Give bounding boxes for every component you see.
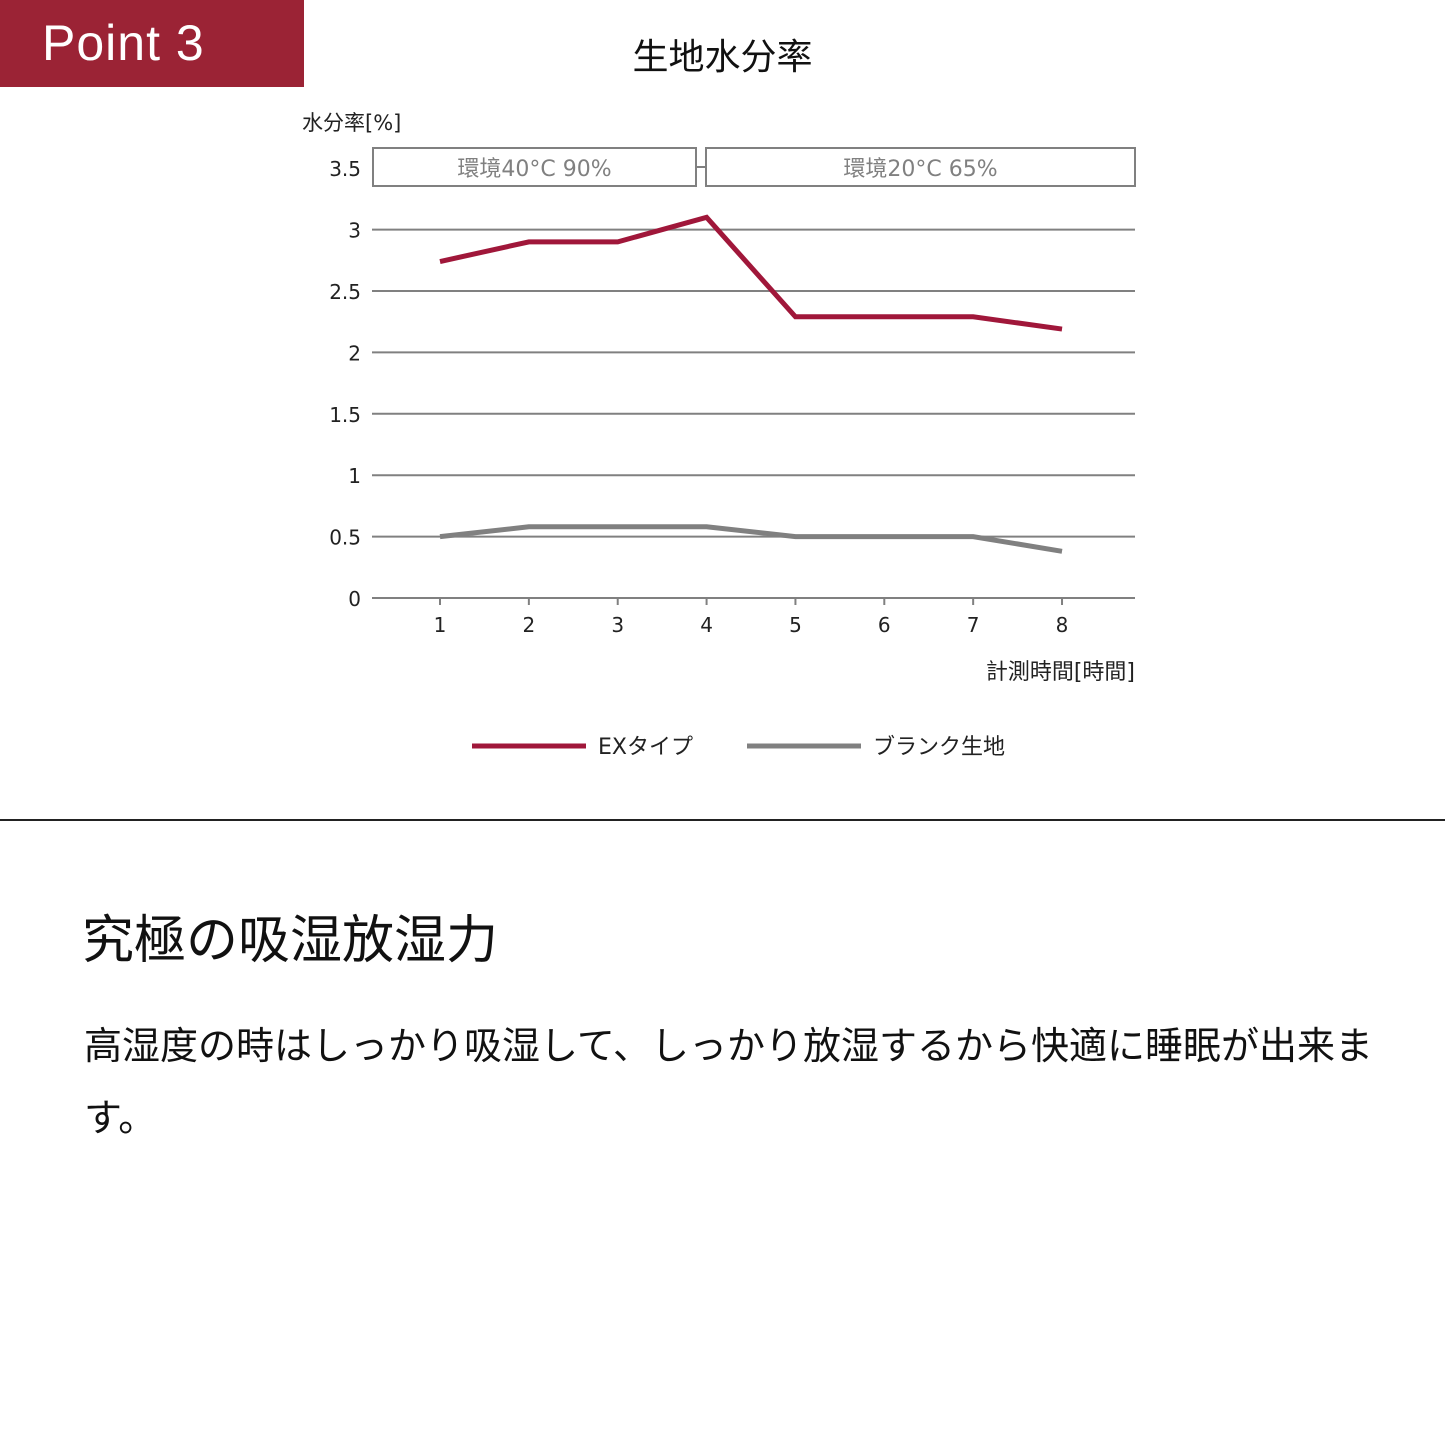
x-tick-label: 8 [1056, 613, 1069, 637]
y-axis-label: 水分率[%] [302, 111, 401, 135]
series-line [439, 214, 1063, 332]
annotation-box [705, 147, 1136, 187]
legend-label: ブランク生地 [873, 735, 1005, 760]
x-tick-label: 2 [522, 613, 535, 637]
divider [0, 819, 1445, 821]
y-tick-label: 3.5 [329, 157, 361, 181]
y-tick-label: 0.5 [329, 526, 361, 550]
x-tick-label: 6 [878, 613, 891, 637]
section-body: 高湿度の時はしっかり吸湿して、しっかり放湿するから快適に睡眠が出来ます。 [84, 1024, 1373, 1140]
x-tick-label: 7 [967, 613, 980, 637]
annotation-label: 環境20°C 65% [843, 157, 997, 182]
series-line [439, 524, 1063, 554]
legend-label: EXタイプ [598, 735, 693, 760]
y-tick-label: 1.5 [329, 403, 361, 427]
annotation-label: 環境40°C 90% [457, 157, 611, 182]
x-tick-label: 3 [611, 613, 624, 637]
y-tick-label: 0 [348, 587, 361, 611]
chart-title: 生地水分率 [632, 37, 813, 78]
y-tick-label: 1 [348, 464, 361, 488]
x-tick-label: 1 [434, 613, 447, 637]
y-tick-label: 2 [348, 341, 361, 365]
y-tick-label: 3 [348, 219, 361, 243]
section-heading: 究極の吸湿放湿力 [82, 911, 499, 971]
y-tick-label: 2.5 [329, 280, 361, 304]
x-axis-label: 計測時間[時間] [986, 660, 1135, 685]
point-badge: Point 3 [0, 0, 304, 87]
chart: 水分率[%] 0 0.5 1 1.5 2 2.5 3 3.5 1 2 3 4 5 6 7 8 計測時間[時間] 環境… [302, 111, 1136, 760]
x-tick-label: 4 [700, 613, 713, 637]
x-tick-label: 5 [789, 613, 802, 637]
annotation-box [372, 147, 697, 187]
